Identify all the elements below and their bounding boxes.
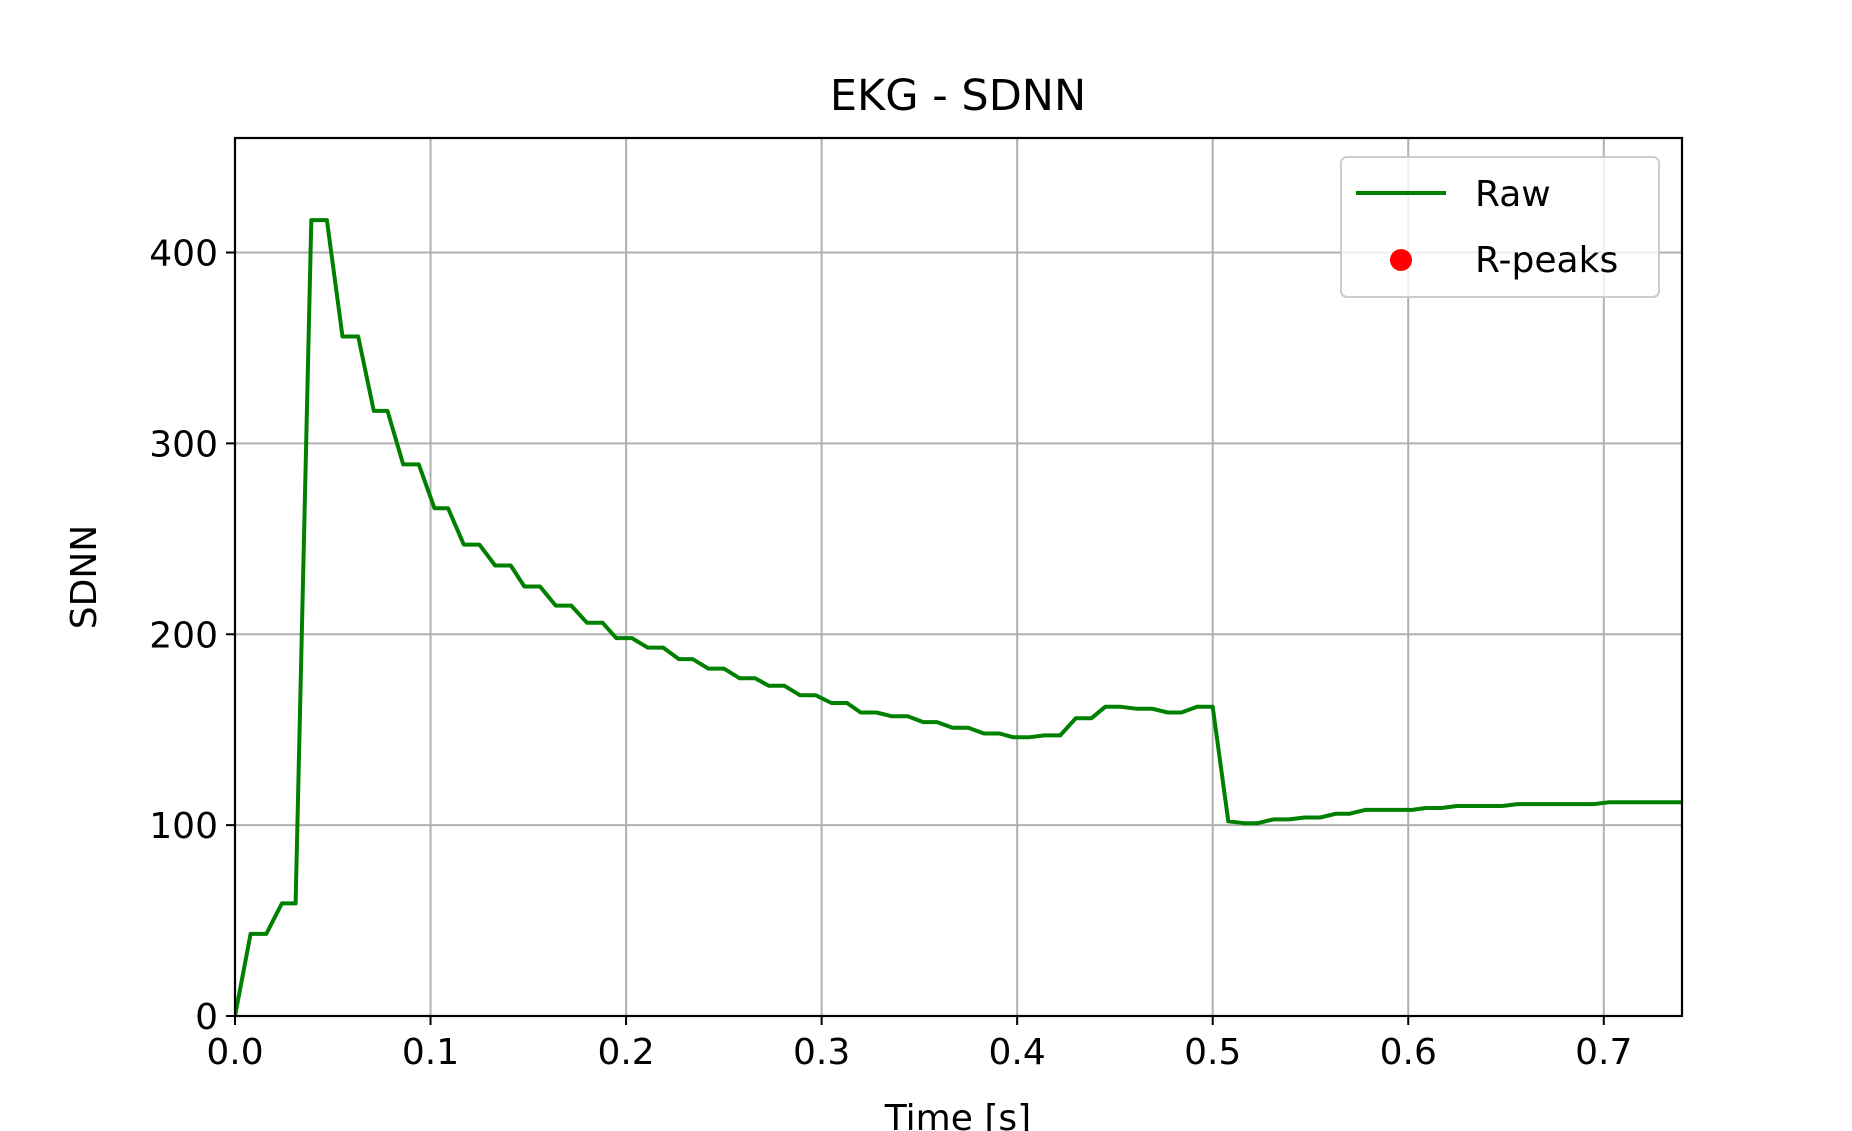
x-tick-label: 0.6 [1380,1032,1437,1073]
y-tick-label: 200 [149,615,218,656]
legend-label-r-peaks: R-peaks [1475,240,1618,281]
y-tick-label: 100 [149,806,218,847]
plot-frame [233,136,1684,1018]
y-tick-label: 400 [149,234,218,275]
legend-r-peaks-dot-icon [1390,249,1412,271]
plot-data [235,218,1682,1016]
x-tick-label: 0.1 [402,1032,459,1073]
chart-title: EKG - SDNN [830,71,1086,121]
x-tick-label: 0.2 [597,1032,654,1073]
y-tick-label: 0 [195,997,218,1038]
y-tick-label: 300 [149,424,218,465]
x-axis-ticks: 0.0 0.1 0.2 0.3 0.4 0.5 0.6 0.7 [206,1016,1632,1073]
y-axis-ticks: 0 100 200 300 400 [149,234,235,1038]
x-tick-label: 0.5 [1184,1032,1241,1073]
x-axis-label: Time [s] [884,1098,1031,1131]
legend: Raw R-peaks [1340,156,1660,298]
series-line-raw [235,218,1682,1016]
legend-label-raw: Raw [1475,174,1551,215]
y-axis-label: SDNN [64,525,105,629]
x-tick-label: 0.4 [989,1032,1046,1073]
x-tick-label: 0.0 [206,1032,263,1073]
x-tick-label: 0.3 [793,1032,850,1073]
x-tick-label: 0.7 [1575,1032,1632,1073]
